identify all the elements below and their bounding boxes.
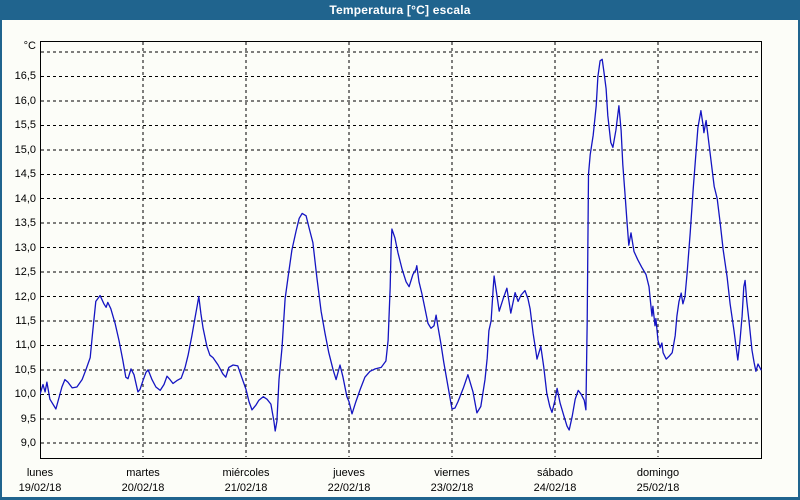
- y-axis-tick-label: 15,5: [14, 119, 36, 132]
- day-date-label: 22/02/18: [327, 482, 371, 494]
- y-axis-tick-label: 9,5: [20, 412, 36, 425]
- y-axis-tick-label: 14,5: [14, 168, 36, 181]
- y-axis-tick-label: 9,0: [20, 437, 36, 450]
- day-name-label: martes: [126, 467, 160, 479]
- x-axis-day-label: martes 20/02/18: [95, 466, 191, 496]
- y-axis-tick-label: 11,5: [15, 314, 36, 327]
- day-date-label: 21/02/18: [224, 482, 268, 494]
- x-axis-day-label: viernes 23/02/18: [404, 466, 500, 496]
- y-axis-tick-label: 12,5: [14, 266, 36, 279]
- day-date-label: 25/02/18: [636, 482, 680, 494]
- y-axis-tick-label: 13,5: [14, 217, 36, 230]
- day-date-label: 23/02/18: [430, 482, 474, 494]
- day-name-label: miércoles: [222, 467, 270, 479]
- chart-plot-area: [40, 41, 762, 459]
- y-axis-unit-label: °C: [23, 40, 36, 52]
- x-axis-day-label: domingo 25/02/18: [610, 466, 706, 496]
- y-axis-tick-label: 12,0: [14, 290, 36, 303]
- day-date-label: 24/02/18: [533, 482, 577, 494]
- y-axis-tick-label: 15,0: [14, 143, 36, 156]
- x-axis-day-label: jueves 22/02/18: [301, 466, 397, 496]
- y-axis-tick-label: 16,5: [14, 70, 36, 83]
- y-axis-tick-label: 16,0: [14, 94, 36, 107]
- x-axis-day-label: sábado 24/02/18: [507, 466, 603, 496]
- x-axis-day-label: lunes 19/02/18: [0, 466, 88, 496]
- y-axis-tick-label: 11,0: [15, 339, 36, 352]
- day-name-label: lunes: [26, 467, 54, 479]
- y-axis-tick-label: 14,0: [14, 192, 36, 205]
- title-bar: Temperatura [°C] escala: [0, 0, 800, 20]
- x-axis-day-label: miércoles 21/02/18: [198, 466, 294, 496]
- day-name-label: jueves: [333, 467, 365, 479]
- y-axis-tick-label: 13,0: [14, 241, 36, 254]
- day-name-label: viernes: [434, 467, 470, 479]
- day-date-label: 20/02/18: [121, 482, 165, 494]
- y-axis-tick-label: 10,5: [14, 363, 36, 376]
- day-date-label: 19/02/18: [18, 482, 62, 494]
- chart-title: Temperatura [°C] escala: [329, 3, 471, 17]
- y-axis-tick-label: 10,0: [14, 388, 36, 401]
- plot-border: [40, 41, 762, 459]
- day-name-label: domingo: [636, 467, 680, 479]
- temperature-series-line: [40, 58, 762, 432]
- day-name-label: sábado: [536, 467, 574, 479]
